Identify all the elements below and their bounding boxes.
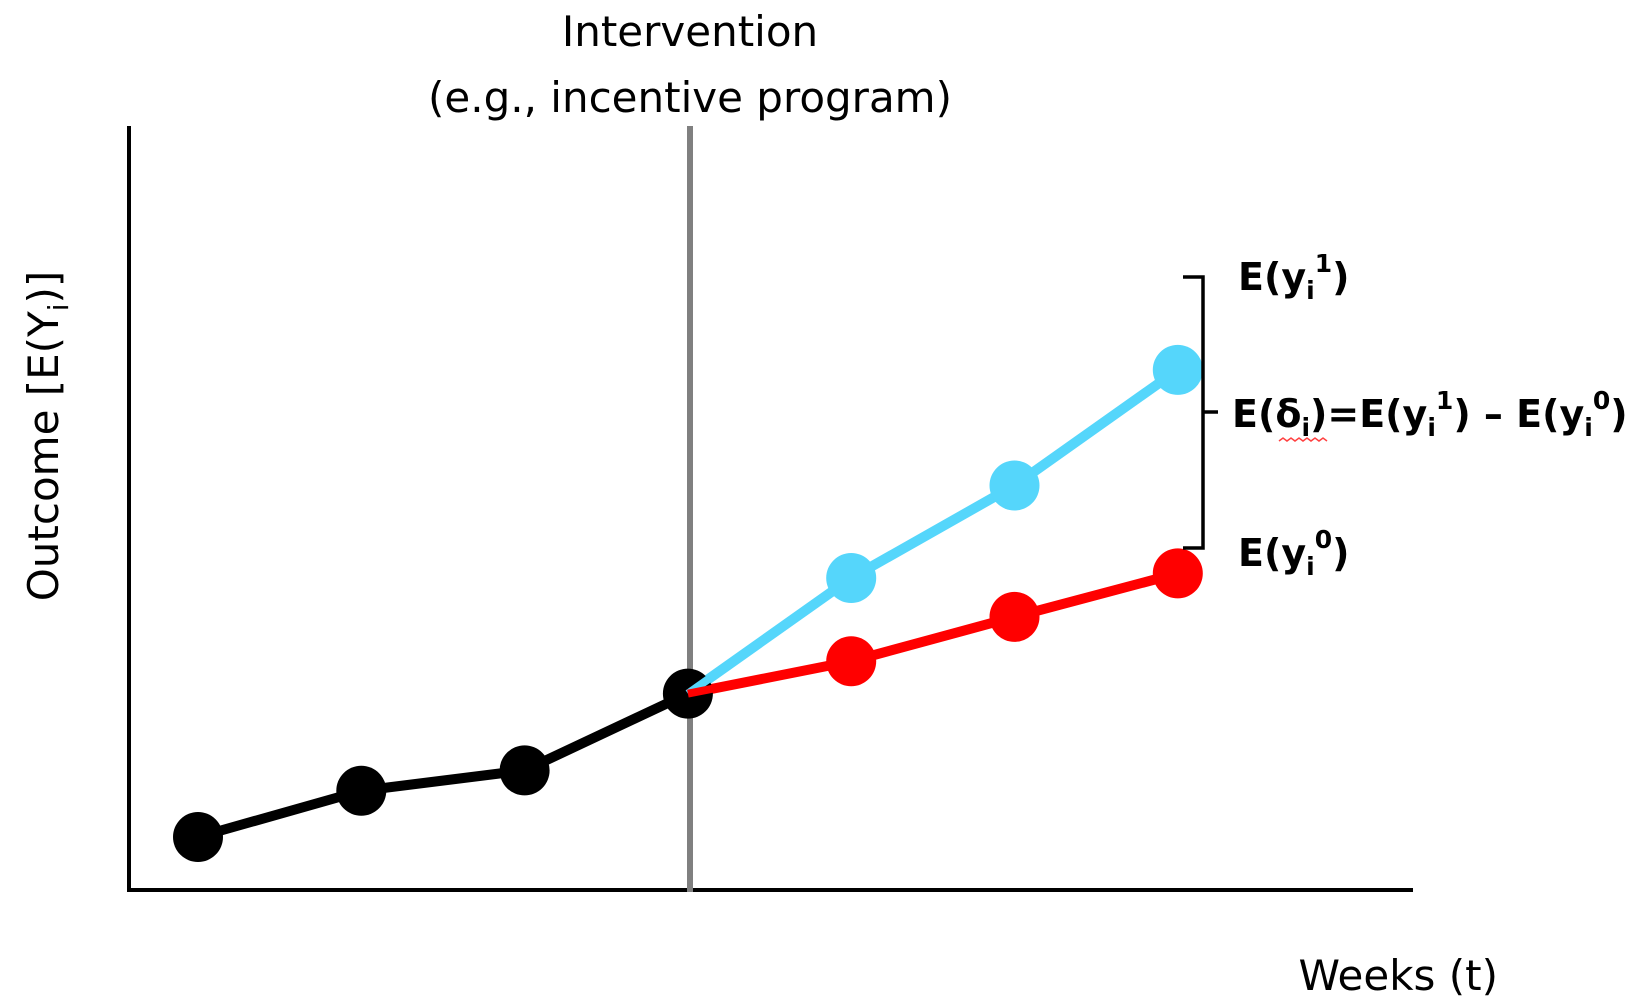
control-point <box>1152 548 1203 599</box>
effect-label: E(δi)=E(yi1) – E(yi0) <box>1232 386 1628 442</box>
intervention-title: Intervention <box>562 7 818 56</box>
treated-label: E(yi1) <box>1238 249 1349 305</box>
effect-bracket <box>1183 275 1218 550</box>
y-axis-label: Outcome [E(Yi)] <box>19 271 75 602</box>
x-axis-label: Weeks (t) <box>1298 951 1498 998</box>
intervention-subtitle: (e.g., incentive program) <box>428 73 952 122</box>
control-segment-start <box>687 679 738 698</box>
control-point <box>989 591 1040 642</box>
treated-segment-start <box>685 655 740 697</box>
spellcheck-squiggle <box>1278 437 1328 442</box>
control-label: E(yi0) <box>1238 525 1349 581</box>
control-point <box>826 636 877 687</box>
treated-point <box>1152 344 1203 395</box>
treated-point <box>826 553 877 603</box>
baseline-point <box>499 745 550 796</box>
baseline-series-line <box>196 689 691 842</box>
baseline-point <box>173 812 223 862</box>
treated-series-line <box>685 365 1181 698</box>
control-series-line <box>686 568 1180 699</box>
treated-point <box>989 460 1040 511</box>
baseline-point <box>336 765 387 816</box>
